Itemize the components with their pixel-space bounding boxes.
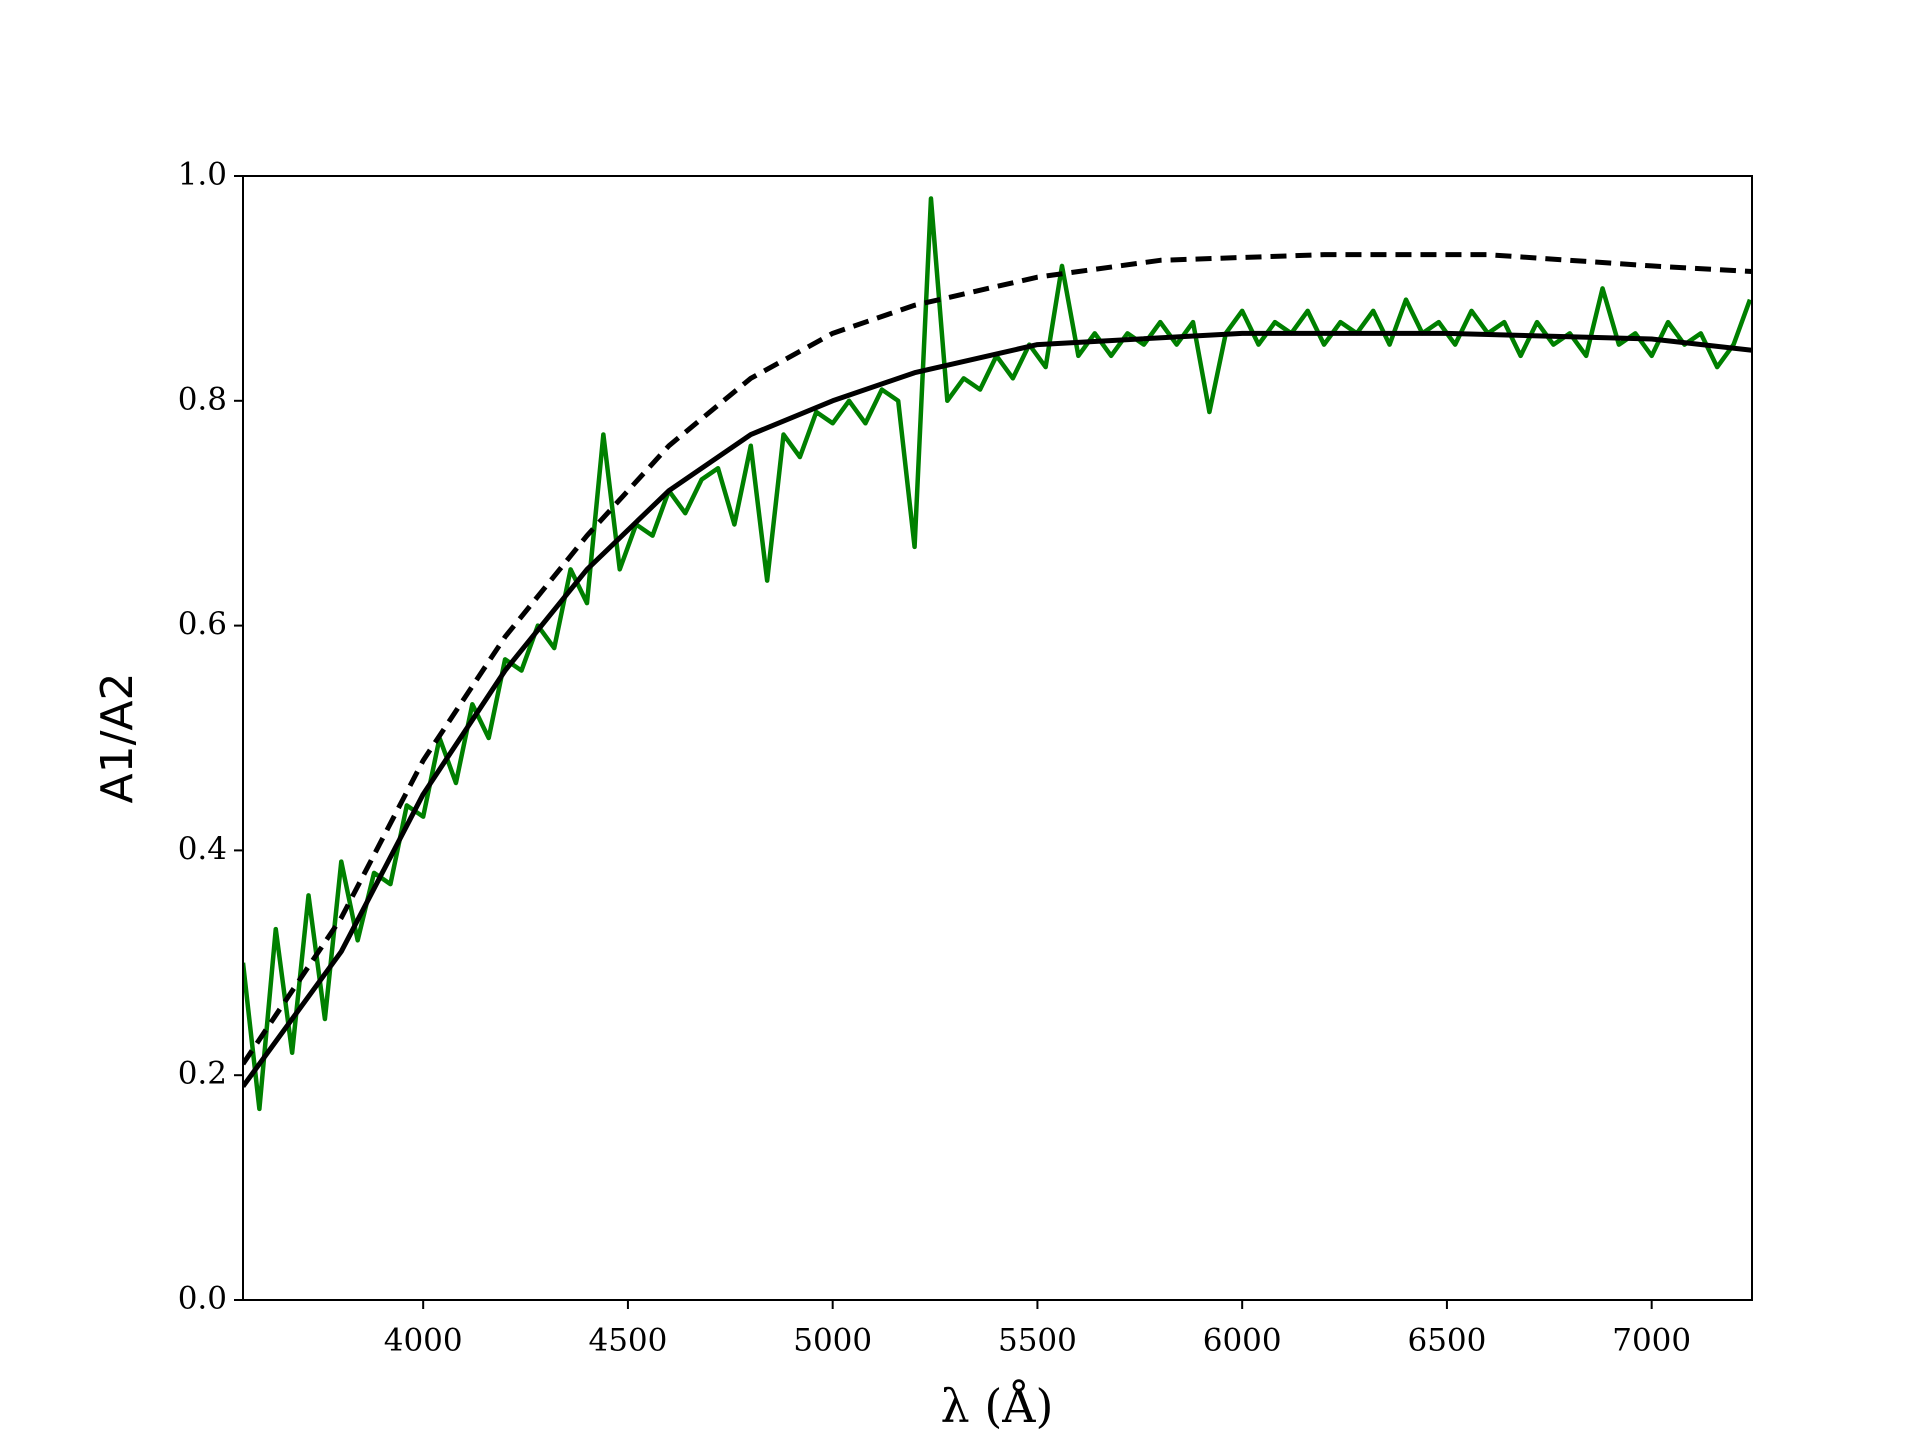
axes-frame	[242, 175, 1753, 1301]
x-tick-label: 7000	[1612, 1323, 1691, 1359]
y-tick-label: 0.6	[178, 606, 227, 642]
y-tick-label: 0.8	[178, 381, 227, 417]
x-tick-label: 5000	[793, 1323, 872, 1359]
y-tick-label: 0.2	[178, 1056, 227, 1092]
x-axis-label: λ (Å)	[941, 1378, 1054, 1433]
y-tick-label: 1.0	[178, 157, 227, 193]
x-tick-label: 6500	[1407, 1323, 1486, 1359]
x-tick-label: 4000	[384, 1323, 463, 1359]
y-axis-label: A1/A2	[92, 672, 143, 803]
plot-area	[243, 196, 1752, 1112]
y-tick-label: 0.4	[178, 831, 227, 867]
x-tick-label: 5500	[998, 1323, 1077, 1359]
x-tick-label: 6000	[1203, 1323, 1282, 1359]
x-tick-label: 4500	[588, 1323, 667, 1359]
y-tick-label: 0.0	[178, 1281, 227, 1317]
series-line	[243, 252, 1752, 1066]
series-line	[243, 330, 1752, 1088]
